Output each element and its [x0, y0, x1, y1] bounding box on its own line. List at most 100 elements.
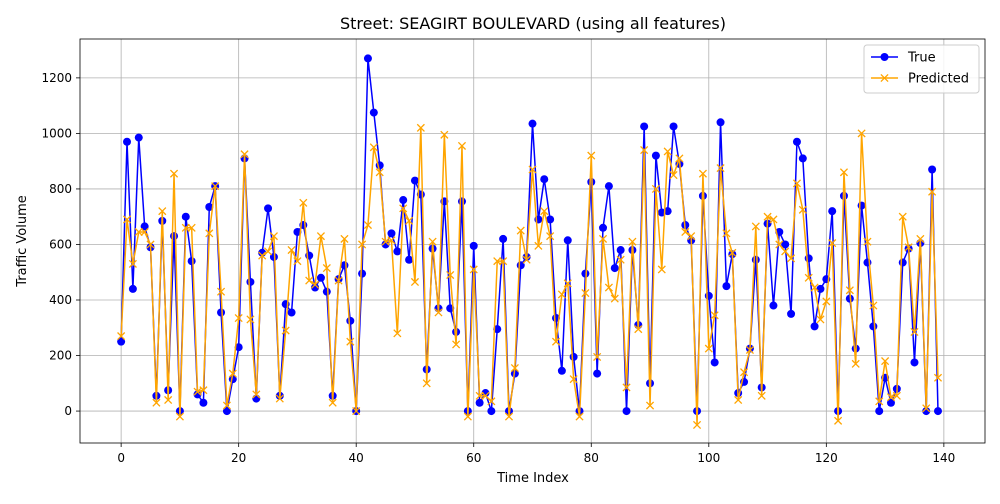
data-point [769, 215, 778, 224]
data-point [546, 215, 555, 224]
data-point [839, 168, 849, 177]
data-point [475, 398, 484, 407]
x-tick-label: 0 [117, 451, 125, 465]
data-point [293, 257, 302, 266]
data-point [581, 289, 590, 298]
data-point [710, 311, 719, 320]
data-point [775, 240, 784, 249]
data-point [311, 280, 320, 289]
data-point [557, 290, 566, 299]
data-point [704, 344, 713, 353]
plot-series [117, 54, 943, 430]
data-point [634, 325, 643, 334]
x-tick-label: 40 [349, 451, 364, 465]
data-point [275, 394, 284, 403]
data-point [493, 325, 502, 334]
data-point [687, 232, 696, 241]
data-point [499, 257, 508, 266]
plot-frame [79, 38, 986, 444]
data-point [211, 182, 220, 191]
data-point [269, 232, 278, 241]
data-point [469, 241, 478, 250]
data-point [205, 229, 214, 238]
data-point [857, 201, 866, 210]
data-point [828, 239, 837, 248]
data-point [499, 234, 508, 243]
data-point [452, 340, 461, 349]
data-point [457, 141, 467, 150]
data-point [123, 137, 132, 146]
data-point [692, 420, 702, 430]
data-point [134, 133, 143, 142]
x-tick-label: 140 [932, 451, 955, 465]
data-point [593, 369, 602, 378]
data-point [352, 407, 361, 416]
data-point [645, 401, 655, 410]
data-point [381, 240, 390, 249]
data-point [504, 412, 514, 421]
y-tick-label: 1200 [41, 71, 72, 85]
data-point [240, 150, 249, 159]
chart-title: Street: SEAGIRT BOULEVARD (using all fea… [340, 14, 726, 33]
data-point [616, 255, 625, 264]
data-point [616, 246, 625, 255]
x-tick-label: 60 [466, 451, 481, 465]
data-point [481, 389, 490, 398]
legend-label: Predicted [908, 72, 969, 87]
data-point [622, 407, 631, 416]
data-point [816, 315, 825, 324]
data-point [681, 227, 690, 237]
data-point [434, 308, 443, 317]
data-point [358, 240, 367, 249]
data-point [933, 373, 943, 382]
data-point [728, 248, 737, 257]
x-tick-label: 20 [231, 451, 246, 465]
data-point [769, 301, 778, 310]
data-point [640, 146, 649, 155]
data-point [540, 175, 549, 184]
data-point [798, 154, 807, 163]
data-point [581, 269, 590, 278]
y-tick-label: 1000 [41, 126, 72, 140]
data-point [710, 358, 719, 367]
data-point [287, 245, 296, 255]
data-point [739, 368, 749, 377]
data-point [316, 232, 326, 241]
data-point [863, 237, 872, 246]
data-point [563, 279, 572, 288]
data-point [751, 222, 760, 231]
data-point [181, 212, 190, 221]
legend-item: Predicted [871, 72, 969, 87]
data-point [169, 169, 179, 178]
data-point [834, 416, 843, 425]
data-point [393, 329, 402, 338]
data-point [164, 395, 173, 405]
data-point [651, 184, 660, 193]
data-point [234, 313, 243, 323]
data-point [722, 282, 731, 291]
data-point [128, 259, 137, 268]
data-point [757, 391, 766, 400]
data-point [698, 169, 707, 178]
data-point [399, 196, 408, 205]
data-point [428, 237, 437, 246]
data-point [569, 375, 578, 384]
data-point [334, 276, 343, 285]
data-point [463, 412, 472, 421]
data-point [922, 407, 931, 416]
x-axis-label: Time Index [496, 471, 569, 486]
data-point [287, 308, 296, 317]
series-line [120, 57, 939, 412]
data-point [599, 223, 608, 232]
data-point [781, 240, 790, 249]
data-point [716, 164, 725, 173]
x-tick-label: 100 [697, 451, 720, 465]
data-point [704, 291, 713, 300]
data-point [898, 212, 907, 221]
data-point [305, 276, 314, 285]
data-point [910, 358, 919, 367]
data-point [587, 151, 596, 160]
data-point [575, 412, 584, 421]
series-predicted [117, 123, 943, 430]
data-point [886, 398, 895, 407]
